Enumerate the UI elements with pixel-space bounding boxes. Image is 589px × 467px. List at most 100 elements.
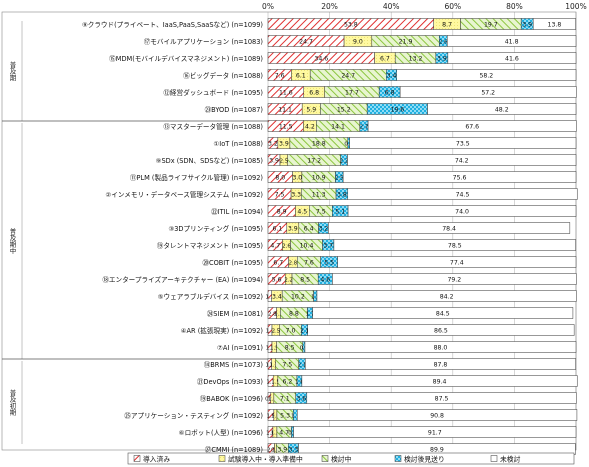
data-label: 2.6 [439, 40, 448, 46]
data-label: 7.5 [316, 209, 326, 216]
category-label: ⑥ロボット(人型) (n=1096) [179, 428, 263, 437]
x-tick-label: 60% [444, 2, 461, 11]
category-label: ㉗CMMI (n=1089) [205, 446, 263, 454]
data-label: 14.1 [331, 124, 345, 131]
data-label: 6.7 [273, 260, 283, 267]
category-label: ㉒ITIL (n=1094) [211, 208, 263, 216]
data-label: 2.5 [272, 329, 281, 335]
bar-segment [301, 375, 578, 387]
data-label: 88.0 [434, 345, 448, 352]
group-label: 普及期 [8, 60, 16, 82]
data-label: 1.3 [266, 346, 275, 352]
data-label: 5.3 [280, 413, 290, 420]
data-label: 1.1 [311, 295, 320, 301]
bar-segment [332, 273, 577, 285]
bar-segment [349, 137, 577, 149]
bar-segment [316, 290, 577, 302]
data-label: 3.2 [319, 226, 329, 233]
data-label: 9.0 [353, 39, 363, 46]
data-label: 89.4 [433, 379, 447, 386]
data-label: 2.2 [340, 159, 349, 165]
category-label: ⑤ウェアラブルデバイス (n=1092) [158, 292, 263, 301]
bar-segment [347, 188, 578, 200]
data-label: 86.5 [434, 328, 448, 335]
category-label: ④AR (拡張現実) (n=1092) [181, 326, 263, 335]
legend-label: 未検討 [500, 454, 521, 463]
data-label: 0.6 [344, 142, 353, 148]
data-label: 3.9 [277, 447, 287, 454]
data-label: 34.6 [314, 56, 328, 63]
bar-segment [306, 392, 577, 404]
x-tick-label: 20% [321, 2, 338, 11]
bar-segment [328, 222, 571, 234]
data-label: 79.2 [447, 277, 461, 284]
legend-swatch [133, 455, 141, 462]
data-label: 11.1 [278, 107, 292, 114]
category-label: ⑨SDx (SDN、SDSなど) (n=1085) [156, 157, 263, 165]
data-label: 2.8 [268, 312, 277, 318]
data-label: 1.2 [274, 312, 283, 318]
data-label: 24.7 [341, 73, 355, 80]
data-label: 3.9 [279, 141, 289, 148]
bar-segment [337, 256, 577, 268]
data-label: 3.7 [323, 243, 333, 250]
data-label: 5.9 [306, 107, 316, 114]
data-label: 11.6 [279, 90, 293, 97]
category-label: ⑦AI (n=1091) [217, 344, 263, 352]
data-label: 7.5 [275, 192, 285, 199]
data-label: 21.9 [399, 39, 413, 46]
data-label: 7.1 [280, 396, 290, 403]
data-label: 58.2 [479, 73, 493, 80]
data-label: 0.6 [271, 448, 280, 454]
category-label: ②インメモリ・データベース管理システム (n=1092) [105, 190, 263, 199]
data-label: 8.7 [442, 22, 452, 29]
data-label: 74.0 [455, 209, 469, 216]
data-label: 13.8 [548, 22, 562, 29]
data-label: 10.2 [291, 294, 305, 301]
data-label: 3.9 [522, 22, 532, 29]
group-label: 普及初期 [8, 388, 16, 417]
category-label: ⑰モバイルアプリケーション (n=1083) [144, 38, 263, 46]
data-label: 1.7 [306, 312, 315, 318]
bar-segment [347, 205, 577, 217]
data-label: 48.2 [495, 107, 509, 114]
category-label: ⑲BABOK (n=1096) [200, 395, 263, 403]
data-label: 1.5 [271, 380, 280, 386]
data-label: 77.4 [450, 260, 464, 267]
data-label: 1.0 [271, 414, 280, 420]
bars: 53.8 8.7 19.7 3.9 13.8 24.7 9.0 21.9 2.6 41.8 34.6… [265, 18, 578, 455]
data-label: 11.5 [279, 124, 293, 131]
category-label: ⑲タレントマネジメント (n=1095) [157, 241, 263, 250]
data-label: 2.8 [289, 261, 298, 267]
category-label: ⑱エンタープライズアーキテクチャー (EA) (n=1094) [102, 275, 263, 284]
data-label: 1.3 [269, 363, 278, 369]
data-label: 1.0 [268, 397, 277, 403]
data-label: 1.7 [266, 380, 275, 386]
category-label: ③3Dプリンティング (n=1095) [168, 224, 263, 233]
bar-segment [312, 307, 574, 319]
category-label: ㉔SIEM (n=1081) [207, 310, 263, 318]
data-label: 3.4 [272, 294, 282, 301]
legend-box [127, 452, 575, 465]
data-label: 2.1 [298, 363, 307, 369]
data-label: 10.9 [312, 175, 326, 182]
data-label: 1.5 [270, 346, 279, 352]
x-tick-label: 100% [565, 2, 586, 11]
x-tick-label: 40% [383, 2, 400, 11]
legend-swatch [490, 455, 498, 462]
legend-label: 検討中 [331, 454, 352, 463]
data-label: 3.9 [288, 226, 298, 233]
data-label: 0.7 [288, 431, 297, 437]
data-label: 8.8 [289, 311, 299, 318]
legend-swatch [218, 455, 226, 462]
data-label: 67.6 [465, 124, 479, 131]
data-label: 3.9 [269, 158, 279, 165]
bar-segment [304, 341, 577, 353]
data-label: 90.8 [430, 413, 444, 420]
x-tick-label: 80% [506, 2, 523, 11]
data-label: 2.1 [267, 448, 276, 454]
data-label: 3.0 [292, 175, 302, 182]
data-label: 2.5 [335, 176, 344, 182]
data-label: 87.8 [434, 362, 448, 369]
data-label: 8.5 [285, 345, 295, 352]
